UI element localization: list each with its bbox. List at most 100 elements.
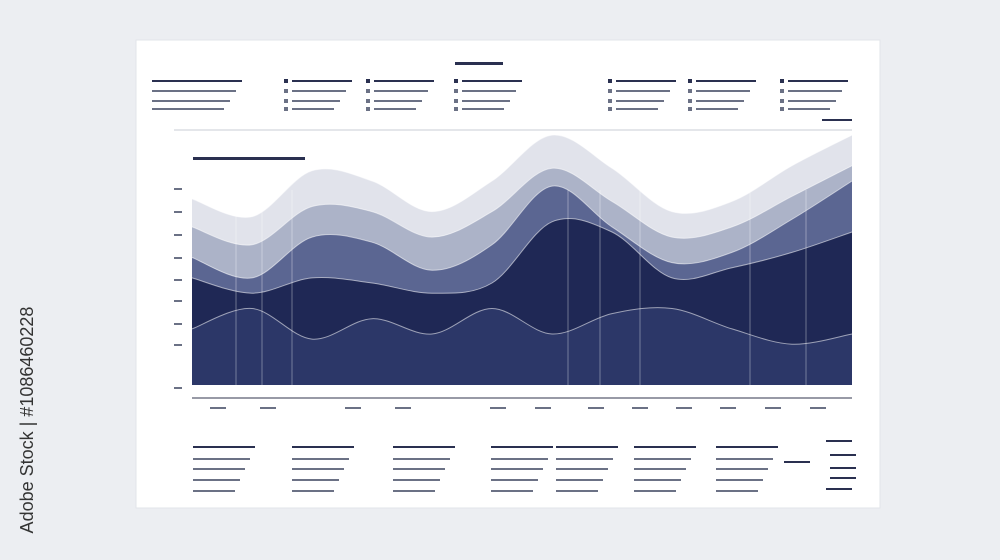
text-line [491, 479, 538, 481]
text-line [455, 62, 503, 65]
text-line [174, 387, 182, 389]
text-line [393, 446, 455, 448]
text-line [716, 490, 758, 492]
text-line [152, 100, 230, 102]
bullet [780, 89, 784, 93]
bullet [366, 79, 370, 83]
text-line [716, 446, 778, 448]
text-line [696, 100, 744, 102]
text-line [260, 407, 276, 409]
text-line [634, 490, 676, 492]
text-line [616, 100, 664, 102]
text-line [634, 479, 681, 481]
text-line [616, 90, 670, 92]
text-line [292, 458, 349, 460]
text-line [830, 454, 856, 456]
text-line [830, 467, 856, 469]
text-line [588, 407, 604, 409]
text-line [556, 458, 613, 460]
text-line [676, 407, 692, 409]
text-line [462, 108, 504, 110]
bullet [688, 99, 692, 103]
bullet [454, 79, 458, 83]
text-line [634, 458, 691, 460]
text-line [826, 488, 852, 490]
text-line [491, 468, 543, 470]
text-line [210, 407, 226, 409]
text-line [292, 468, 344, 470]
text-line [152, 90, 236, 92]
text-line [345, 407, 361, 409]
text-line [696, 108, 738, 110]
text-line [174, 211, 182, 213]
text-line [462, 80, 522, 82]
text-line [193, 446, 255, 448]
text-line [788, 90, 842, 92]
text-line [374, 108, 416, 110]
bullet [780, 107, 784, 111]
text-line [788, 100, 836, 102]
text-line [696, 90, 750, 92]
text-line [292, 490, 334, 492]
text-line [765, 407, 781, 409]
text-line [716, 479, 763, 481]
bullet [780, 79, 784, 83]
text-line [784, 461, 810, 463]
text-line [462, 90, 516, 92]
text-line [152, 80, 242, 82]
text-line [788, 108, 830, 110]
bullet [688, 107, 692, 111]
text-line [193, 157, 305, 160]
text-line [556, 490, 598, 492]
text-line [174, 234, 182, 236]
text-line [634, 446, 696, 448]
text-line [292, 479, 339, 481]
text-line [393, 468, 445, 470]
text-line [462, 100, 510, 102]
chart [191, 134, 853, 385]
bullet [608, 89, 612, 93]
text-line [616, 108, 658, 110]
text-line [490, 407, 506, 409]
bullet [608, 99, 612, 103]
text-line [292, 90, 346, 92]
text-line [174, 188, 182, 190]
bullet [608, 79, 612, 83]
text-line [720, 407, 736, 409]
text-line [174, 257, 182, 259]
text-line [826, 440, 852, 442]
bullet [688, 79, 692, 83]
text-line [632, 407, 648, 409]
text-line [393, 458, 450, 460]
text-line [393, 490, 435, 492]
text-line [292, 80, 352, 82]
text-line [152, 108, 224, 110]
text-line [556, 479, 603, 481]
area-edge [191, 134, 853, 218]
watermark: Adobe Stock | #1086460228 [17, 307, 37, 534]
text-line [716, 468, 768, 470]
text-line [174, 344, 182, 346]
text-line [535, 407, 551, 409]
text-line [491, 490, 533, 492]
bullet [454, 89, 458, 93]
text-line [810, 407, 826, 409]
text-line [292, 108, 334, 110]
area-edge [191, 218, 853, 294]
text-line [788, 80, 848, 82]
text-line [292, 446, 354, 448]
text-line [393, 479, 440, 481]
area-edge [191, 180, 853, 279]
text-line [716, 458, 773, 460]
bullet [284, 89, 288, 93]
area-edge [191, 165, 853, 246]
area-edge [191, 307, 853, 345]
text-line [616, 80, 676, 82]
bullet [366, 99, 370, 103]
text-line [556, 468, 608, 470]
text-line [374, 90, 428, 92]
text-line [696, 80, 756, 82]
bullet [284, 79, 288, 83]
text-line [193, 479, 240, 481]
